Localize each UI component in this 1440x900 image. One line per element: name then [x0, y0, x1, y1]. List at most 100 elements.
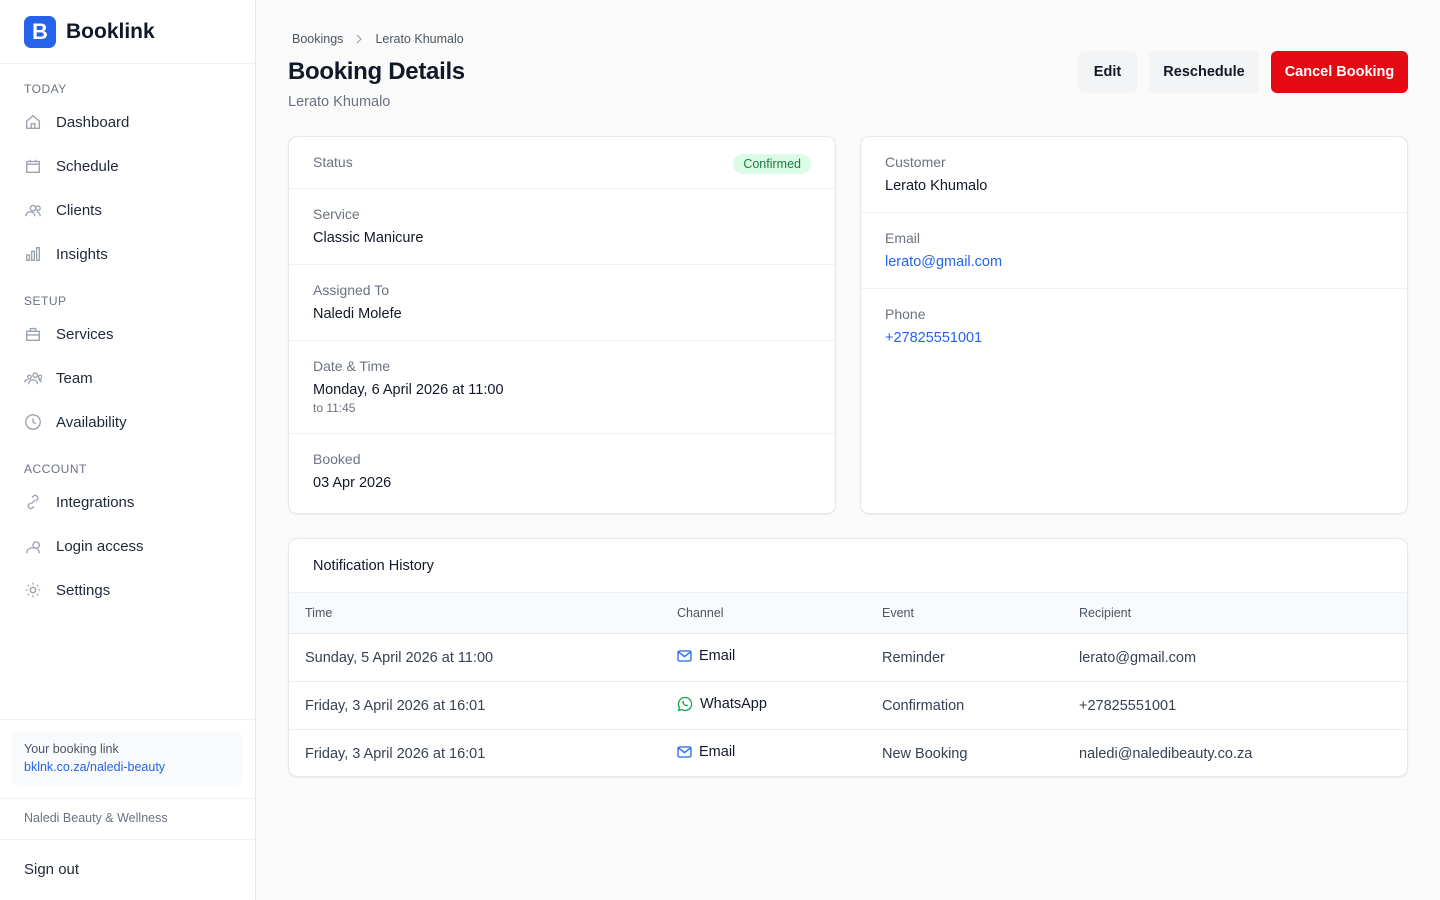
brand[interactable]: B Booklink	[0, 0, 255, 64]
field-label: Status	[313, 154, 353, 170]
field-note: to 11:45	[313, 401, 356, 415]
field-row: Customer Lerato Khumalo	[861, 137, 1407, 213]
table-cell: Friday, 3 April 2026 at 16:01	[289, 681, 661, 730]
nav-label: Dashboard	[56, 113, 130, 131]
booking-link-url[interactable]: bklnk.co.za/naledi-beauty	[24, 760, 166, 774]
nav-item[interactable]: Team	[0, 356, 255, 400]
nav-item[interactable]: Availability	[0, 400, 255, 444]
table-body: Sunday, 5 April 2026 at 11:00 Email Remind…	[289, 633, 1407, 777]
nav-icon	[24, 372, 42, 385]
table-cell: Email	[661, 730, 866, 777]
sidebar: B Booklink TODAY Dashboard Schedule Clients…	[0, 0, 256, 900]
nav-icon	[27, 494, 39, 510]
table-cell: naledi@naledibeauty.co.za	[1079, 745, 1253, 762]
divider	[0, 798, 255, 799]
notifications-card: Notification History Time Channel Event Rec…	[288, 538, 1408, 777]
nav-label: Integrations	[56, 493, 135, 511]
column-header: Channel	[661, 592, 866, 634]
table-row: Sunday, 5 April 2026 at 11:00 Email Remind…	[289, 633, 1407, 682]
divider	[0, 839, 255, 840]
nav-icon	[26, 327, 40, 341]
nav-section-title: SETUP	[24, 294, 67, 308]
table-row: Friday, 3 April 2026 at 16:01 WhatsApp Con…	[289, 681, 1407, 730]
nav-label: Services	[56, 325, 114, 343]
field-value: Monday, 6 April 2026 at 11:00	[313, 382, 504, 398]
field-label: Phone	[885, 306, 926, 322]
nav-item[interactable]: Dashboard	[0, 100, 255, 144]
field-row: Email lerato@gmail.com	[861, 213, 1407, 289]
field-row: Date & Time Monday, 6 April 2026 at 11:00…	[289, 341, 835, 434]
nav-item[interactable]: Services	[0, 312, 255, 356]
channel: Email	[677, 744, 850, 760]
details-card: Status Confirmed Service Classic Manicure…	[288, 136, 836, 514]
booking-link-label: Your booking link	[24, 742, 119, 756]
channel-name: Email	[699, 743, 736, 760]
brand-name: Booklink	[66, 19, 155, 43]
field-label: Email	[885, 230, 921, 246]
nav-list: TODAY Dashboard Schedule Clients Insights SET…	[0, 64, 255, 612]
nav-item[interactable]: Integrations	[0, 480, 255, 524]
nav-icon	[26, 114, 40, 129]
table-cell: +27825551001	[1063, 681, 1407, 730]
field-value: Lerato Khumalo	[885, 178, 988, 194]
field-label: Customer	[885, 154, 946, 170]
nav-icon	[25, 582, 41, 598]
nav-item[interactable]: Clients	[0, 188, 255, 232]
field-value: Classic Manicure	[313, 230, 424, 246]
sign-out[interactable]: Sign out	[24, 861, 80, 878]
channel-name: WhatsApp	[700, 695, 767, 712]
email-icon	[677, 746, 692, 758]
field-value[interactable]: +27825551001	[885, 330, 983, 346]
nav-label: Settings	[56, 581, 111, 599]
field-row: Booked 03 Apr 2026	[289, 434, 835, 509]
nav-label: Team	[56, 369, 93, 387]
status-row: Status Confirmed	[289, 137, 835, 189]
nav-item[interactable]: Login access	[0, 524, 255, 568]
table-header: Time Channel Event Recipient	[289, 592, 1407, 634]
table-cell: Reminder	[866, 633, 1063, 682]
table-cell: Confirmation	[866, 681, 1063, 730]
channel: WhatsApp	[677, 696, 850, 712]
nav-item[interactable]: Settings	[0, 568, 255, 612]
nav-label: Insights	[56, 245, 108, 263]
table-cell: New Booking	[882, 745, 968, 762]
nav-icon	[25, 204, 41, 217]
nav-section-title: TODAY	[24, 82, 67, 96]
field-label: Date & Time	[313, 358, 391, 374]
field-row: Assigned To Naledi Molefe	[289, 265, 835, 341]
cancel-button[interactable]: Cancel Booking	[1271, 51, 1408, 93]
table-cell: Sunday, 5 April 2026 at 11:00	[289, 633, 661, 682]
business-name: Naledi Beauty & Wellness	[24, 811, 168, 825]
field-value[interactable]: lerato@gmail.com	[885, 254, 1003, 270]
column-header: Event	[866, 592, 1063, 634]
nav-section-title: ACCOUNT	[24, 462, 87, 476]
page-title: Booking Details	[288, 58, 465, 85]
field-value: 03 Apr 2026	[313, 475, 392, 491]
nav-icon	[26, 159, 40, 173]
logo: B	[24, 15, 56, 48]
nav-item[interactable]: Schedule	[0, 144, 255, 188]
nav-label: Schedule	[56, 157, 119, 175]
breadcrumb-link[interactable]: Bookings	[292, 32, 344, 46]
reschedule-button[interactable]: Reschedule	[1149, 51, 1259, 93]
column-header: Recipient	[1063, 592, 1407, 634]
card-title: Notification History	[313, 557, 434, 574]
nav-icon	[26, 247, 40, 261]
notifications-table: Time Channel Event Recipient Sunday, 5 Apri…	[289, 592, 1407, 777]
field-row: Phone +27825551001	[861, 289, 1407, 364]
divider	[0, 719, 255, 720]
email-icon	[677, 649, 692, 662]
table-cell: Email	[661, 633, 866, 682]
nav-item[interactable]: Insights	[0, 232, 255, 276]
field-label: Service	[313, 206, 360, 222]
customer-card: Customer Lerato Khumalo Email lerato@gmail.…	[860, 136, 1408, 514]
channel: Email	[677, 648, 850, 664]
nav-label: Availability	[56, 413, 127, 431]
nav-icon	[26, 541, 40, 554]
status-badge: Confirmed	[733, 154, 811, 174]
edit-button[interactable]: Edit	[1078, 51, 1137, 93]
column-header: Time	[289, 592, 661, 634]
booking-link: Your booking link bklnk.co.za/naledi-bea…	[12, 732, 243, 785]
